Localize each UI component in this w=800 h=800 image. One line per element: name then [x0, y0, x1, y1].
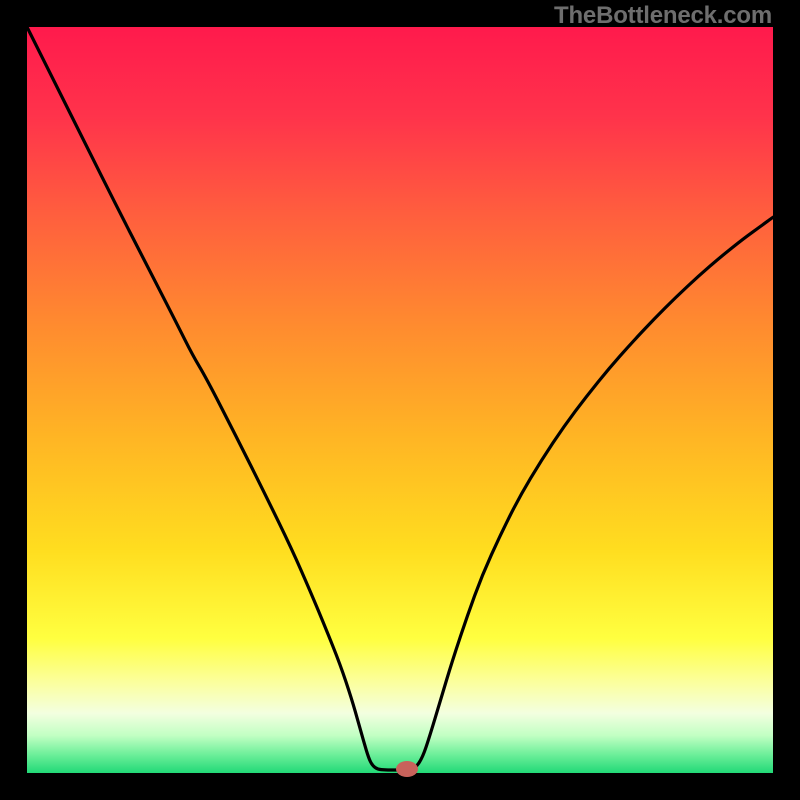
- bottleneck-curve: [27, 27, 773, 773]
- plot-area: [27, 27, 773, 773]
- chart-container: TheBottleneck.com: [0, 0, 800, 800]
- optimal-marker: [396, 761, 418, 777]
- watermark-text: TheBottleneck.com: [554, 2, 772, 30]
- gradient-background: [27, 27, 773, 773]
